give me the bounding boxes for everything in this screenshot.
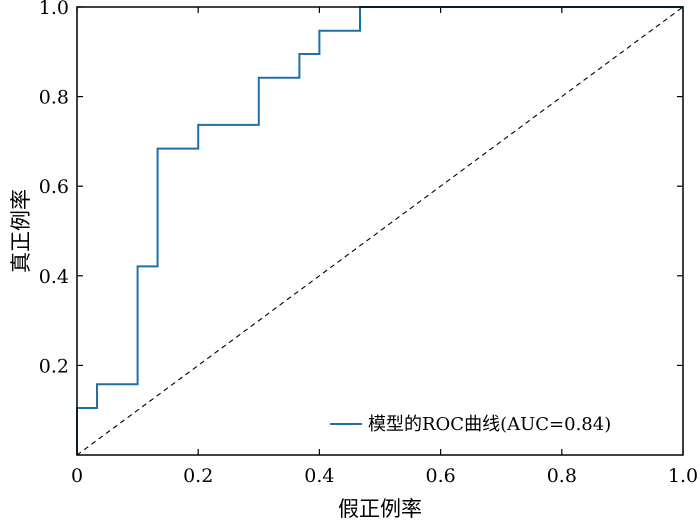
y-tick-labels: 0.2 0.4 0.6 0.8 1.0 [39, 0, 69, 377]
y-tick-label: 1.0 [39, 0, 69, 19]
legend: 模型的ROC曲线(AUC=0.84) [330, 414, 611, 435]
x-tick-label: 0.2 [183, 465, 213, 487]
y-tick-label: 0.8 [39, 87, 69, 109]
legend-label: 模型的ROC曲线(AUC=0.84) [368, 414, 611, 435]
y-tick-label: 0.6 [39, 176, 69, 198]
x-tick-label: 0.6 [425, 465, 455, 487]
x-tick-label: 0 [71, 465, 83, 487]
reference-diagonal-line [76, 6, 684, 456]
plot-frame [76, 6, 684, 456]
roc-curve-line [76, 6, 683, 455]
y-tick-label: 0.2 [39, 355, 69, 377]
x-axis-title: 假正例率 [338, 497, 422, 521]
y-tick-label: 0.4 [39, 266, 69, 288]
series-group [76, 6, 683, 455]
x-tick-label: 0.8 [547, 465, 577, 487]
x-tick-label: 0.4 [304, 465, 334, 487]
y-axis-title: 真正例率 [9, 189, 33, 273]
x-tick-labels: 0 0.2 0.4 0.6 0.8 1.0 [71, 465, 698, 487]
reference-line-group [76, 6, 684, 456]
x-tick-label: 1.0 [668, 465, 698, 487]
